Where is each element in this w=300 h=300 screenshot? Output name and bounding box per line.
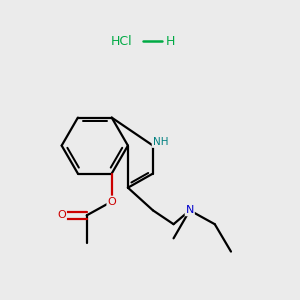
Text: O: O [57, 210, 66, 220]
Text: NH: NH [153, 137, 168, 147]
Text: H: H [166, 34, 176, 48]
Text: N: N [186, 206, 194, 215]
Text: O: O [107, 196, 116, 206]
Text: HCl: HCl [111, 34, 132, 48]
